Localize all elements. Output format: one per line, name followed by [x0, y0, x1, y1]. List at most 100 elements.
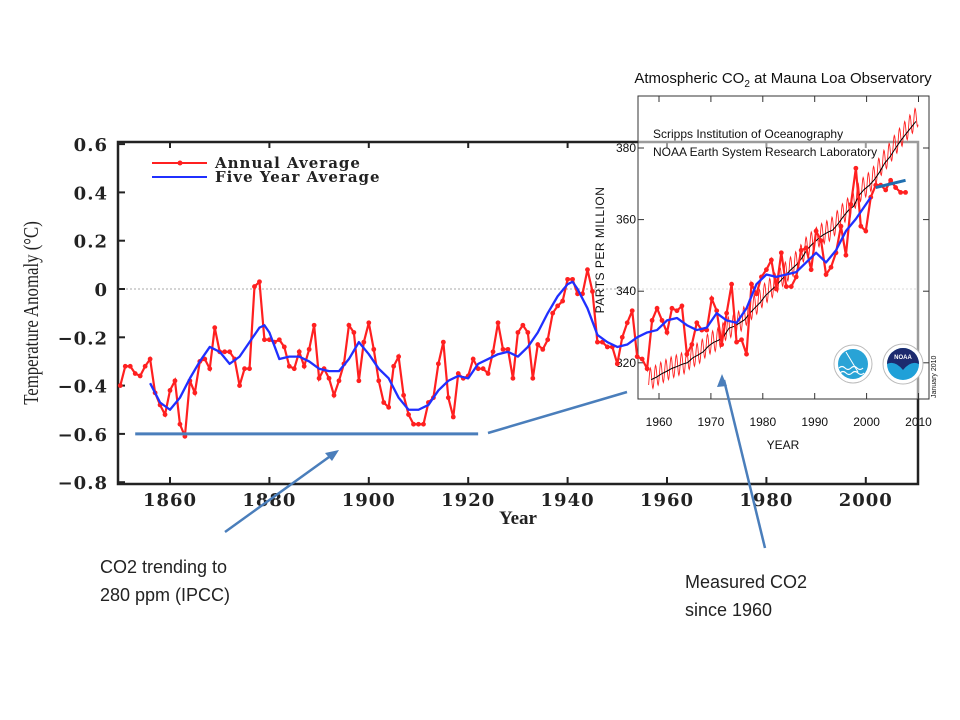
annual-average-point — [207, 366, 213, 372]
annual-average-point — [257, 279, 262, 285]
annual-average-point — [366, 320, 372, 326]
annual-average-point — [560, 298, 566, 304]
annual-average-point — [694, 320, 700, 326]
annual-average-point — [749, 281, 754, 287]
y-tick-label: 0.2 — [74, 232, 108, 253]
annual-average-point — [649, 317, 655, 323]
co2-annual-mean-line — [651, 121, 917, 381]
annual-average-point — [838, 223, 844, 229]
annual-average-point — [435, 361, 441, 367]
right-note-line-2: since 1960 — [685, 600, 772, 620]
annual-average-point — [177, 421, 183, 427]
annual-average-point — [291, 366, 297, 372]
annual-average-point — [818, 238, 824, 244]
co2-title: Atmospheric CO2 at Mauna Loa Observatory — [634, 70, 932, 90]
co2-x-tick-label: 1990 — [801, 415, 828, 429]
annual-average-point — [396, 354, 402, 360]
annual-average-point — [520, 322, 526, 328]
annual-average-point — [490, 349, 496, 355]
annual-average-point — [888, 177, 894, 183]
annual-average-point — [714, 308, 720, 314]
annual-average-point — [893, 185, 899, 190]
annual-average-point — [535, 342, 541, 347]
annual-average-point — [262, 337, 267, 343]
annual-average-point — [132, 371, 138, 376]
co2-seasonal-line — [648, 107, 919, 390]
annual-average-point — [793, 274, 799, 280]
co2-x-tick-label: 1970 — [698, 415, 725, 429]
annual-average-point — [530, 375, 536, 381]
annual-average-point — [644, 366, 650, 372]
co2-inset: Atmospheric CO2 at Mauna Loa Observatory… — [593, 70, 938, 452]
annual-average-point — [470, 356, 476, 362]
annual-average-point — [634, 354, 640, 360]
credit-scripps: Scripps Institution of Oceanography — [653, 127, 843, 141]
annual-average-point — [316, 375, 322, 381]
annual-average-point — [276, 337, 282, 343]
x-tick-label: 1980 — [739, 490, 793, 511]
annual-average-point — [416, 421, 421, 427]
annual-average-point — [724, 310, 730, 316]
annual-average-point — [903, 190, 908, 195]
annual-average-point — [331, 392, 337, 398]
annual-average-point — [619, 334, 625, 340]
noaa-logo: NOAA — [882, 343, 924, 385]
annual-average-point — [227, 349, 233, 355]
annual-average-point — [286, 363, 292, 369]
annual-average-point — [361, 339, 367, 345]
co2-x-tick-label: 1980 — [749, 415, 776, 429]
annual-average-point — [242, 366, 247, 372]
legend: Annual Average Five Year Average — [152, 154, 380, 186]
annual-average-point — [798, 247, 804, 253]
y-tick-label: −0.4 — [58, 377, 108, 398]
annual-average-point — [351, 330, 357, 335]
annual-average-point — [376, 378, 382, 384]
annual-average-point — [142, 363, 148, 369]
annual-average-point — [296, 349, 302, 355]
x-tick-label: 1900 — [342, 490, 396, 511]
left-note-line-1: CO2 trending to — [100, 557, 227, 577]
annual-average-point — [406, 412, 411, 417]
annual-average-point — [117, 383, 123, 388]
annual-average-point — [495, 320, 501, 326]
x-tick-label: 1920 — [441, 490, 495, 511]
recent-trend-annotation-line — [875, 178, 906, 190]
x-tick-label: 1960 — [640, 490, 694, 511]
annual-average-point — [411, 421, 416, 427]
annual-average-point — [162, 412, 168, 417]
co2-y-tick-label: 340 — [616, 284, 636, 298]
annual-average-point — [381, 400, 387, 405]
co2-x-tick-label: 1960 — [646, 415, 673, 429]
annual-average-point — [898, 190, 903, 195]
annual-average-point — [659, 317, 665, 323]
annual-average-point — [604, 344, 610, 350]
annual-average-point — [371, 346, 377, 352]
annual-average-point — [440, 339, 446, 345]
annual-average-point — [669, 305, 675, 311]
annual-average-point — [480, 366, 486, 372]
y-tick-label: −0.2 — [58, 328, 108, 349]
co2-y-axis-title: PARTS PER MILLION — [593, 187, 607, 314]
annual-average-point — [773, 286, 779, 292]
annual-average-point — [445, 395, 451, 401]
annual-average-point — [599, 339, 605, 345]
annual-average-point — [167, 388, 173, 393]
right-note-line-1: Measured CO2 — [685, 572, 807, 592]
five-year-average-line — [149, 196, 872, 411]
annual-average-point — [122, 363, 128, 369]
annual-average-point — [858, 223, 864, 229]
annual-average-point — [252, 284, 257, 289]
annual-average-point — [843, 252, 849, 258]
annual-average-point — [222, 349, 228, 355]
annual-average-point — [192, 390, 198, 396]
x-tick-label: 2000 — [839, 490, 893, 511]
annual-average-point — [550, 310, 556, 316]
annual-average-point — [828, 264, 834, 270]
annual-average-point — [565, 276, 570, 282]
annual-average-point — [485, 371, 491, 376]
co2-x-tick-label: 2010 — [905, 415, 932, 429]
annual-average-point — [823, 272, 829, 277]
annual-average-point — [734, 339, 739, 345]
annual-average-point — [595, 339, 600, 345]
